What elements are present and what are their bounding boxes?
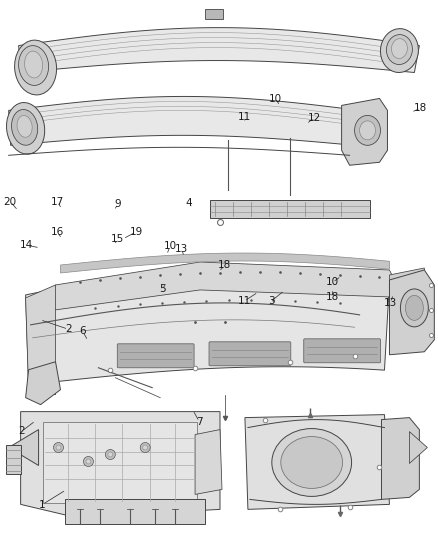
Text: 5: 5 (159, 285, 166, 294)
Text: 7: 7 (196, 417, 203, 427)
Text: 20: 20 (4, 197, 17, 207)
Text: 13: 13 (175, 245, 188, 254)
Ellipse shape (83, 456, 93, 466)
Text: 18: 18 (326, 292, 339, 302)
Ellipse shape (106, 449, 115, 459)
Ellipse shape (53, 442, 64, 453)
Text: 3: 3 (268, 296, 275, 306)
Ellipse shape (360, 121, 375, 140)
Text: 19: 19 (129, 227, 143, 237)
Polygon shape (381, 417, 419, 499)
Ellipse shape (392, 38, 407, 59)
Text: 18: 18 (414, 103, 427, 113)
Ellipse shape (143, 445, 148, 450)
Text: 11: 11 (238, 296, 251, 306)
Text: 1: 1 (39, 499, 46, 510)
FancyBboxPatch shape (210, 200, 370, 218)
Text: 14: 14 (20, 240, 34, 250)
Ellipse shape (7, 102, 45, 154)
Text: 15: 15 (111, 234, 124, 244)
Ellipse shape (108, 452, 113, 457)
Text: 10: 10 (326, 278, 339, 287)
Text: 10: 10 (269, 94, 283, 104)
Polygon shape (410, 432, 427, 464)
Ellipse shape (11, 109, 38, 145)
Polygon shape (21, 411, 220, 518)
Ellipse shape (14, 40, 57, 95)
Ellipse shape (281, 437, 343, 488)
Polygon shape (195, 430, 222, 495)
Text: 2: 2 (65, 324, 72, 334)
Ellipse shape (400, 289, 428, 327)
Ellipse shape (56, 445, 61, 450)
Polygon shape (19, 28, 419, 72)
Ellipse shape (406, 295, 424, 320)
Polygon shape (389, 270, 434, 355)
Ellipse shape (86, 459, 91, 464)
FancyBboxPatch shape (205, 9, 223, 19)
Text: 4: 4 (185, 198, 192, 208)
Ellipse shape (386, 35, 413, 64)
FancyBboxPatch shape (6, 445, 21, 474)
Ellipse shape (272, 429, 352, 496)
Polygon shape (245, 415, 389, 510)
Text: 18: 18 (218, 261, 231, 270)
FancyBboxPatch shape (304, 339, 381, 363)
Polygon shape (25, 362, 60, 405)
Polygon shape (25, 285, 56, 394)
Ellipse shape (18, 46, 49, 85)
Polygon shape (389, 268, 424, 350)
Polygon shape (25, 267, 389, 385)
Text: 12: 12 (307, 112, 321, 123)
Ellipse shape (17, 116, 32, 138)
FancyBboxPatch shape (209, 342, 291, 366)
Polygon shape (9, 430, 39, 465)
Text: 13: 13 (384, 297, 397, 308)
Ellipse shape (140, 442, 150, 453)
Ellipse shape (381, 29, 418, 72)
Polygon shape (50, 262, 395, 310)
Text: 10: 10 (163, 241, 177, 251)
FancyBboxPatch shape (66, 499, 205, 524)
Text: 11: 11 (238, 111, 251, 122)
Text: 9: 9 (114, 199, 121, 209)
FancyBboxPatch shape (42, 422, 197, 503)
Text: 2: 2 (18, 426, 25, 437)
Text: 16: 16 (51, 227, 64, 237)
Text: 6: 6 (79, 326, 86, 336)
Ellipse shape (25, 51, 42, 78)
Text: 17: 17 (51, 197, 64, 207)
Polygon shape (60, 253, 389, 273)
Polygon shape (342, 99, 388, 165)
FancyBboxPatch shape (117, 344, 194, 368)
Ellipse shape (355, 116, 381, 146)
Polygon shape (9, 96, 360, 146)
